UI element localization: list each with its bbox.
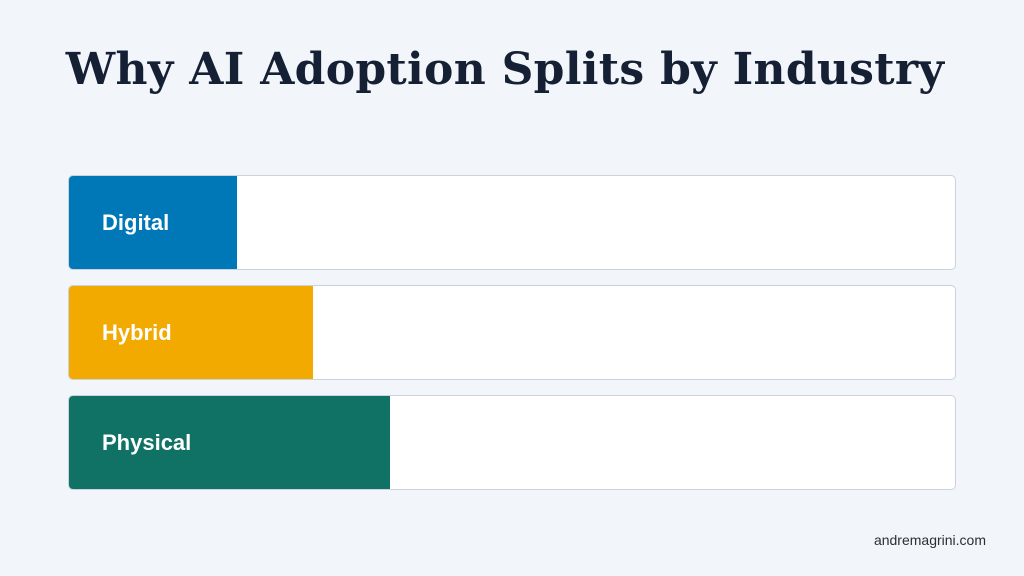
industry-bars: Digital Hybrid Physical: [68, 175, 956, 505]
bar-label-physical: Physical: [102, 430, 192, 455]
page-title: Why AI Adoption Splits by Industry: [65, 44, 945, 95]
bar-label-digital: Digital: [102, 210, 170, 235]
bar-fill-digital: [69, 176, 238, 269]
site-credit: andremagrini.com: [873, 532, 986, 548]
bar-label-hybrid: Hybrid: [102, 320, 172, 345]
bar-row-digital: Digital: [68, 175, 956, 270]
bar-row-hybrid: Hybrid: [68, 285, 956, 380]
bar-row-physical: Physical: [68, 395, 956, 490]
bar-fill-physical: [69, 396, 390, 489]
bar-fill-hybrid: [69, 286, 313, 379]
